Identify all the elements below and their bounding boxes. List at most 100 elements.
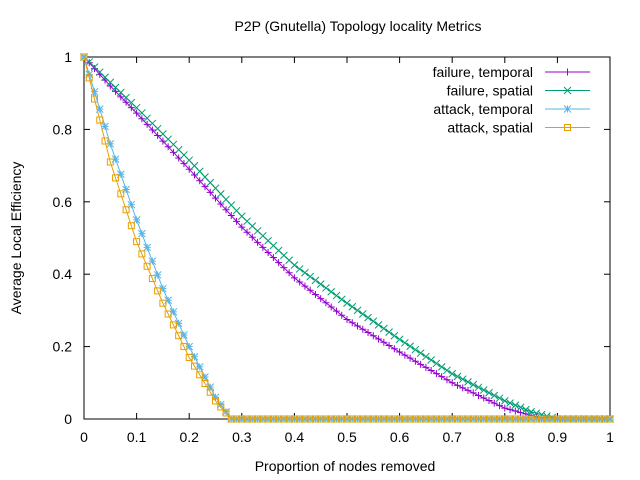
data-point xyxy=(96,116,104,124)
data-point xyxy=(91,95,99,103)
data-point xyxy=(227,415,235,423)
data-point xyxy=(359,415,367,423)
data-point xyxy=(459,384,467,392)
data-point xyxy=(122,185,130,194)
data-point xyxy=(490,415,498,423)
data-point xyxy=(222,206,230,214)
data-point xyxy=(459,415,467,423)
data-point xyxy=(206,383,215,391)
data-point xyxy=(306,415,314,423)
data-point xyxy=(364,313,372,322)
y-tick-label: 0.2 xyxy=(53,339,73,355)
data-point xyxy=(201,373,209,381)
data-point xyxy=(511,401,520,410)
legend: failure, temporal failure, spatial attack,… xyxy=(433,64,590,136)
data-point xyxy=(332,291,341,300)
data-point xyxy=(159,299,167,307)
data-point xyxy=(369,332,377,340)
data-point xyxy=(464,415,472,423)
data-point xyxy=(496,415,504,423)
data-point xyxy=(238,415,246,423)
data-point xyxy=(496,402,504,410)
data-point xyxy=(153,271,162,279)
data-point xyxy=(212,397,219,405)
data-point xyxy=(296,415,304,423)
data-point xyxy=(385,415,393,423)
data-point xyxy=(517,415,525,423)
data-point xyxy=(380,415,388,423)
data-point xyxy=(348,319,356,327)
data-point xyxy=(143,243,151,252)
data-point xyxy=(159,284,167,293)
data-point xyxy=(238,223,246,231)
data-point xyxy=(422,415,430,423)
data-point xyxy=(527,407,535,416)
data-point xyxy=(180,343,188,351)
data-point xyxy=(427,366,435,374)
data-point xyxy=(169,321,177,329)
data-point xyxy=(175,332,183,340)
data-point xyxy=(127,222,135,230)
data-point xyxy=(479,386,488,394)
x-tick-label: 0.6 xyxy=(390,429,410,445)
data-point xyxy=(422,363,430,371)
data-point xyxy=(248,233,256,241)
data-point xyxy=(180,331,188,339)
data-point xyxy=(480,394,488,402)
series-attack-temporal xyxy=(80,53,614,423)
y-tick-label: 1 xyxy=(64,49,72,65)
legend-marker xyxy=(564,68,571,76)
data-point xyxy=(343,299,351,308)
data-point xyxy=(422,352,430,361)
data-point xyxy=(406,415,414,423)
data-point xyxy=(506,406,514,414)
data-point xyxy=(585,415,593,423)
data-point xyxy=(474,383,483,392)
data-point xyxy=(301,282,309,290)
data-point xyxy=(85,59,93,67)
data-point xyxy=(290,274,298,282)
x-tick-label: 0.5 xyxy=(337,429,357,445)
data-point xyxy=(322,299,330,307)
data-point xyxy=(338,415,346,423)
data-point xyxy=(216,400,225,409)
data-point xyxy=(453,415,461,423)
data-point xyxy=(185,342,194,351)
y-tick-label: 0.4 xyxy=(53,266,73,282)
data-point xyxy=(485,397,493,405)
data-point xyxy=(259,243,267,251)
data-point xyxy=(243,415,251,423)
data-point xyxy=(306,286,314,294)
x-tick-label: 0.1 xyxy=(127,429,147,445)
data-point xyxy=(390,415,398,423)
data-point xyxy=(101,122,109,131)
data-point xyxy=(521,405,530,414)
data-point xyxy=(406,342,414,351)
data-point xyxy=(427,415,435,423)
data-point xyxy=(475,415,482,423)
data-point xyxy=(275,415,283,423)
data-point xyxy=(458,375,467,384)
data-point xyxy=(469,415,477,423)
data-point xyxy=(480,415,488,423)
data-point xyxy=(438,415,446,423)
data-point xyxy=(401,415,409,423)
data-point xyxy=(501,404,509,412)
data-point xyxy=(148,275,156,283)
data-point xyxy=(280,415,288,423)
x-tick-label: 0.9 xyxy=(548,429,568,445)
data-point xyxy=(222,407,230,416)
y-axis-ticks: 0 0.2 0.4 0.6 0.8 1 xyxy=(53,49,610,427)
data-point xyxy=(343,415,351,423)
data-point xyxy=(448,379,456,387)
data-point xyxy=(322,284,330,292)
data-point xyxy=(311,276,320,285)
data-point xyxy=(601,415,609,423)
data-point xyxy=(122,98,130,106)
data-point xyxy=(138,229,146,238)
data-point xyxy=(369,415,377,423)
data-point xyxy=(322,415,330,423)
data-point xyxy=(217,403,225,411)
data-point xyxy=(133,238,141,246)
data-point xyxy=(217,200,225,208)
